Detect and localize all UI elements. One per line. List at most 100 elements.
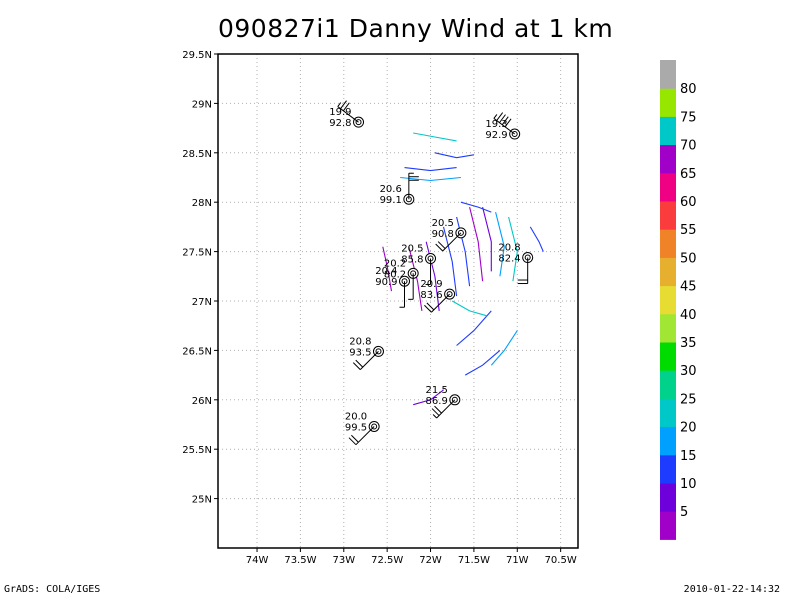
colorbar-label: 30 [680, 364, 697, 379]
station-marker-inner [371, 423, 378, 430]
colorbar-swatch [660, 172, 676, 202]
wind-streamline [400, 176, 461, 182]
station-temp-label: 21.5 [426, 385, 448, 396]
wind-barb-flag [424, 304, 432, 313]
colorbar-label: 25 [680, 392, 697, 407]
y-tick-label: 26.5N [182, 346, 212, 357]
colorbar-swatch [660, 60, 676, 89]
wind-barb-flag [351, 434, 359, 443]
colorbar-swatch [660, 398, 676, 428]
colorbar-label: 50 [680, 251, 697, 266]
colorbar-label: 10 [680, 477, 697, 492]
colorbar-label: 80 [680, 82, 697, 97]
y-tick-label: 26N [192, 396, 212, 407]
colorbar-label: 75 [680, 110, 697, 125]
station-marker-inner [375, 348, 382, 355]
station-pressure-label: 92.9 [485, 130, 507, 141]
station-temp-label: 20.8 [349, 336, 371, 347]
wind-barb-shaft [359, 351, 379, 370]
wind-barb-flag [432, 414, 437, 419]
station-temp-label: 20.5 [432, 218, 454, 229]
colorbar-label: 45 [680, 280, 697, 295]
station-temp-label: 20.6 [380, 184, 402, 195]
wind-streamline [382, 246, 393, 292]
station-temp-label: 20.2 [384, 258, 406, 269]
y-tick-label: 25N [192, 495, 212, 506]
wind-barb-flag [426, 302, 435, 311]
wind-streamline [413, 132, 457, 142]
wind-streamline [495, 211, 505, 277]
colorbar-label: 5 [680, 505, 688, 520]
colorbar-label: 15 [680, 449, 697, 464]
wind-streamline [404, 167, 457, 172]
station-pressure-label: 90.8 [432, 229, 454, 240]
station-pressure-label: 93.5 [349, 347, 371, 358]
wind-barb-shaft [493, 118, 515, 135]
wind-streamline [464, 349, 501, 376]
station-marker-inner [457, 229, 464, 236]
x-tick-label: 73W [332, 555, 355, 566]
plot-frame [217, 53, 579, 549]
chart-title: 090827i1 Danny Wind at 1 km [218, 14, 614, 43]
station-temp-label: 20.4 [375, 266, 397, 277]
wind-streamline [413, 389, 444, 406]
station-temp-label: 20.8 [498, 243, 520, 254]
wind-barb-flag [493, 114, 498, 119]
x-tick-label: 71.5W [458, 555, 490, 566]
x-tick-label: 72W [419, 555, 442, 566]
station-temp-label: 20.0 [345, 411, 367, 422]
colorbar-label: 20 [680, 421, 697, 436]
station-pressure-label: 82.4 [498, 254, 520, 265]
colorbar-label: 55 [680, 223, 697, 238]
station-temp-label: 20.5 [401, 244, 423, 255]
footer-timestamp: 2010-01-22-14:32 [683, 584, 780, 595]
station-pressure-label: 92.8 [329, 118, 351, 129]
colorbar-swatch [660, 370, 676, 399]
station-pressure-label: 86.9 [426, 396, 448, 407]
wind-barb-flag [342, 102, 350, 112]
y-tick-label: 27N [192, 297, 212, 308]
wind-barb-flag [499, 114, 506, 123]
wind-barb-flag [504, 118, 512, 128]
wind-barb-shaft [442, 232, 462, 252]
colorbar-swatch [660, 313, 676, 343]
station-temp-label: 19.9 [329, 107, 351, 118]
station-marker-inner [446, 291, 453, 298]
station-pressure-label: 85.8 [401, 255, 423, 266]
colorbar-swatch [660, 88, 676, 117]
station-pressure-label: 83.6 [420, 290, 442, 301]
colorbar-label: 65 [680, 167, 697, 182]
x-tick-label: 72.5W [371, 555, 403, 566]
wind-barb-flag [355, 359, 364, 368]
wind-barb-shaft [337, 106, 359, 123]
station-pressure-label: 99.5 [345, 422, 367, 433]
x-tick-label: 73.5W [284, 555, 316, 566]
station-pressure-label: 99.1 [380, 195, 402, 206]
x-tick-label: 74W [246, 555, 269, 566]
wind-barb-shaft [436, 399, 456, 419]
colorbar-label: 40 [680, 308, 697, 323]
wind-barb-flag [431, 408, 440, 416]
station-marker-inner [355, 119, 362, 126]
wind-barb-flag [348, 437, 357, 446]
colorbar-label: 35 [680, 336, 697, 351]
wind-streamline [434, 152, 474, 159]
wind-barb-flag [434, 405, 442, 414]
y-tick-label: 28N [192, 198, 212, 209]
colorbar-swatch [660, 201, 676, 230]
station-pressure-label: 80.2 [384, 269, 406, 280]
colorbar-swatch [660, 116, 676, 146]
wind-barb-flag [340, 100, 347, 109]
colorbar-swatch [660, 483, 676, 512]
y-tick-label: 27.5N [182, 248, 212, 259]
colorbar-swatch [660, 342, 676, 371]
colorbar-label: 60 [680, 195, 697, 210]
wind-barb-shaft [431, 293, 450, 313]
colorbar-swatch [660, 285, 676, 315]
y-tick-label: 29N [192, 99, 212, 110]
y-tick-label: 28.5N [182, 149, 212, 160]
wind-barb-flag [501, 116, 509, 126]
wind-streamline [482, 206, 492, 272]
wind-streamline [408, 246, 423, 311]
colorbar-swatch [660, 511, 676, 540]
